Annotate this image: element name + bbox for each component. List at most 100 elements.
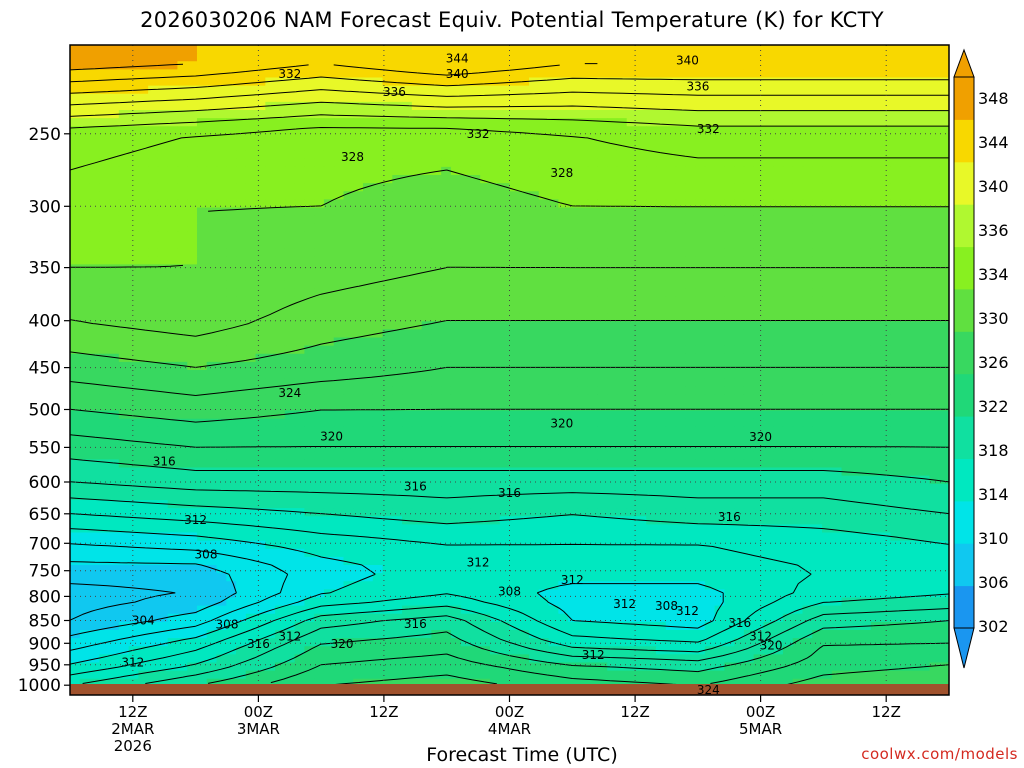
field-cell: [685, 191, 696, 200]
field-cell: [704, 69, 716, 79]
field-cell: [909, 223, 921, 233]
field-cell: [782, 370, 794, 379]
field-cell: [196, 256, 208, 265]
field-cell: [177, 410, 188, 420]
field-cell: [665, 110, 677, 119]
field-cell: [480, 223, 491, 233]
field-cell: [421, 491, 432, 501]
field-cell: [431, 150, 442, 160]
field-cell: [773, 394, 784, 404]
field-cell: [675, 418, 686, 428]
field-cell: [470, 296, 481, 306]
field-cell: [363, 85, 374, 95]
field-cell: [304, 491, 315, 501]
field-cell: [470, 110, 481, 119]
field-cell: [900, 435, 911, 444]
field-cell: [870, 248, 882, 257]
field-cell: [353, 280, 364, 290]
field-cell: [402, 183, 413, 192]
field-cell: [822, 166, 833, 176]
field-cell: [695, 386, 706, 395]
field-cell: [470, 475, 481, 485]
field-cell: [118, 175, 130, 184]
field-cell: [900, 451, 911, 460]
field-cell: [489, 475, 501, 485]
field-cell: [323, 61, 335, 70]
field-cell: [226, 288, 237, 298]
field-cell: [284, 426, 296, 436]
field-cell: [118, 134, 130, 144]
field-cell: [421, 93, 432, 103]
field-cell: [79, 207, 91, 217]
field-cell: [626, 134, 638, 144]
field-cell: [236, 85, 247, 95]
theta-e-field: [70, 45, 949, 695]
field-cell: [196, 45, 208, 54]
field-cell: [509, 467, 520, 477]
field-cell: [177, 191, 188, 200]
field-cell: [372, 475, 384, 485]
field-cell: [236, 459, 247, 469]
field-cell: [939, 126, 949, 135]
field-cell: [782, 475, 794, 485]
field-cell: [704, 378, 716, 387]
field-cell: [109, 207, 120, 217]
field-cell: [822, 240, 833, 249]
field-cell: [460, 435, 472, 444]
field-cell: [646, 110, 657, 119]
field-cell: [294, 150, 305, 160]
field-cell: [626, 158, 638, 168]
field-cell: [509, 353, 520, 363]
field-cell: [782, 45, 794, 54]
field-cell: [157, 426, 169, 436]
field-cell: [402, 483, 413, 493]
field-cell: [782, 386, 794, 395]
field-cell: [79, 240, 91, 249]
field-cell: [99, 240, 110, 249]
field-cell: [753, 370, 765, 379]
field-cell: [782, 191, 794, 200]
field-cell: [831, 313, 843, 322]
field-cell: [743, 296, 755, 306]
field-cell: [333, 410, 345, 420]
field-cell: [939, 353, 949, 363]
field-cell: [109, 313, 120, 322]
field-cell: [206, 272, 218, 282]
field-cell: [314, 378, 325, 387]
field-cell: [841, 272, 852, 282]
field-cell: [714, 418, 725, 428]
field-cell: [919, 93, 931, 103]
field-cell: [909, 272, 921, 282]
field-cell: [519, 410, 530, 420]
field-cell: [441, 248, 452, 257]
field-cell: [392, 142, 403, 152]
field-cell: [460, 118, 472, 127]
field-cell: [245, 345, 257, 355]
field-cell: [353, 175, 364, 184]
field-cell: [177, 353, 188, 363]
field-cell: [636, 378, 647, 387]
field-cell: [382, 248, 393, 257]
field-cell: [685, 288, 696, 298]
field-cell: [851, 231, 862, 241]
field-cell: [343, 158, 354, 168]
field-cell: [128, 215, 139, 225]
field-cell: [216, 378, 227, 387]
field-cell: [919, 345, 931, 355]
field-cell: [568, 410, 579, 420]
field-cell: [323, 386, 335, 395]
field-cell: [265, 313, 276, 322]
field-cell: [656, 240, 667, 249]
field-cell: [587, 451, 598, 460]
field-cell: [743, 61, 755, 70]
field-cell: [382, 61, 393, 70]
field-cell: [656, 329, 667, 339]
field-cell: [157, 435, 169, 444]
field-cell: [753, 231, 765, 241]
field-cell: [704, 248, 716, 257]
field-cell: [753, 264, 765, 274]
field-cell: [529, 215, 540, 225]
field-cell: [607, 175, 618, 184]
field-cell: [773, 378, 784, 387]
field-cell: [675, 231, 686, 241]
